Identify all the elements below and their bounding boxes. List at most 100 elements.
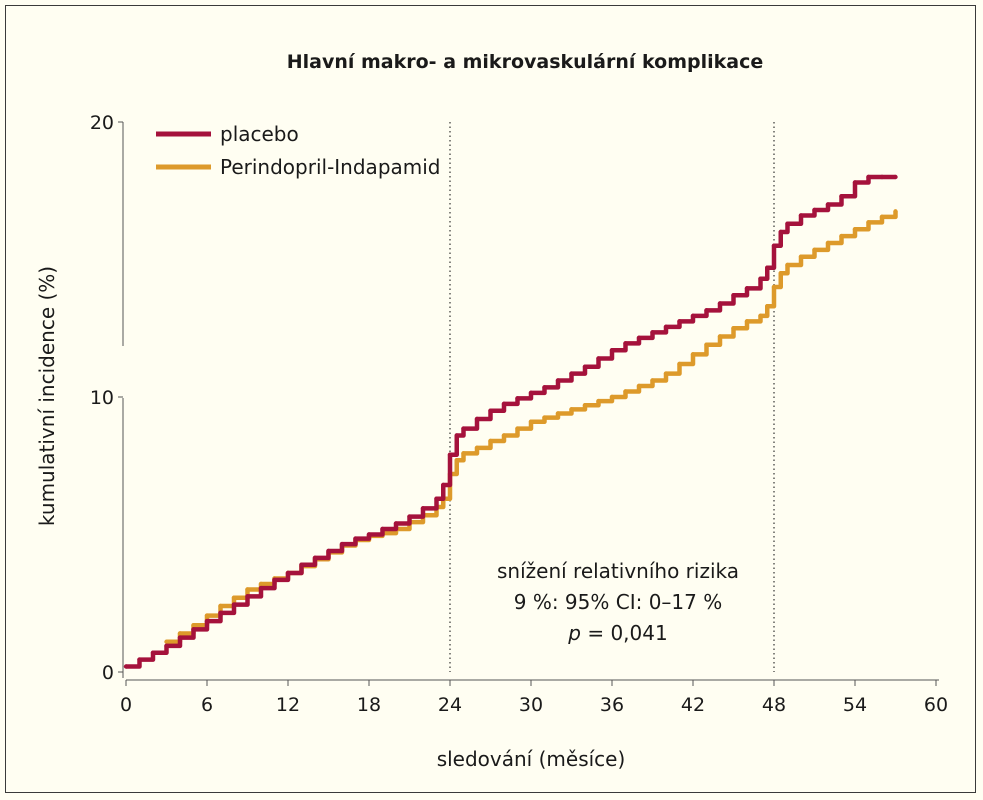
data-point-placebo xyxy=(245,594,250,599)
data-point-perindopril-indapamid xyxy=(474,445,480,451)
data-point-placebo xyxy=(164,643,169,649)
data-point-placebo xyxy=(488,408,493,413)
data-point-placebo xyxy=(407,514,412,519)
data-point-perindopril-indapamid xyxy=(663,371,669,376)
data-point-placebo xyxy=(353,536,358,541)
data-point-perindopril-indapamid xyxy=(555,411,561,416)
data-point-placebo xyxy=(812,207,817,213)
data-point-placebo xyxy=(636,335,642,341)
x-tick-label: 6 xyxy=(201,694,213,716)
data-point-placebo xyxy=(231,602,237,607)
x-tick-label: 42 xyxy=(681,694,705,716)
data-point-placebo xyxy=(704,308,709,313)
data-point-perindopril-indapamid xyxy=(258,581,264,587)
data-point-placebo xyxy=(798,213,804,218)
data-point-perindopril-indapamid xyxy=(164,639,169,644)
y-tick-label: 10 xyxy=(90,387,114,409)
data-point-perindopril-indapamid xyxy=(454,458,459,463)
data-point-perindopril-indapamid xyxy=(879,214,885,220)
legend-label: placebo xyxy=(220,122,299,146)
data-point-placebo xyxy=(380,526,385,532)
data-point-perindopril-indapamid xyxy=(765,304,770,309)
data-point-placebo xyxy=(731,293,736,298)
data-point-placebo xyxy=(785,221,790,226)
data-point-placebo xyxy=(474,416,480,422)
legend-label: Perindopril-Indapamid xyxy=(220,155,441,179)
data-point-perindopril-indapamid xyxy=(866,220,871,225)
x-axis-label: sledování (měsíce) xyxy=(437,747,626,771)
x-tick-label: 0 xyxy=(120,694,132,716)
data-point-perindopril-indapamid xyxy=(542,415,547,420)
series-line-placebo xyxy=(126,174,896,669)
data-point-perindopril-indapamid xyxy=(461,451,466,456)
data-point-placebo xyxy=(461,426,466,431)
data-point-placebo xyxy=(758,276,763,281)
data-point-placebo xyxy=(778,229,783,235)
y-axis-label: kumulativní incidence (%) xyxy=(35,266,59,526)
data-point-perindopril-indapamid xyxy=(623,389,628,394)
data-point-placebo xyxy=(542,385,547,390)
data-point-placebo xyxy=(839,194,844,199)
series-layer xyxy=(123,174,898,669)
annotation: snížení relativního rizika 9 %: 95% CI: … xyxy=(497,559,739,645)
data-point-placebo xyxy=(123,664,129,669)
data-point-perindopril-indapamid xyxy=(771,284,777,290)
data-point-perindopril-indapamid xyxy=(569,407,574,412)
data-point-placebo xyxy=(420,506,426,511)
data-point-placebo xyxy=(825,202,831,207)
data-point-perindopril-indapamid xyxy=(596,398,601,404)
data-point-placebo xyxy=(177,635,183,640)
data-point-placebo xyxy=(555,378,561,383)
data-point-perindopril-indapamid xyxy=(488,438,493,444)
x-tick-label: 24 xyxy=(438,694,462,716)
data-point-placebo xyxy=(191,627,196,632)
data-point-perindopril-indapamid xyxy=(778,271,783,276)
annotation-line-1: snížení relativního rizika xyxy=(497,559,739,583)
data-point-placebo xyxy=(447,452,453,457)
data-point-placebo xyxy=(677,319,682,324)
data-point-placebo xyxy=(879,174,885,180)
data-point-perindopril-indapamid xyxy=(515,426,520,431)
annotation-p-value: = 0,041 xyxy=(581,621,668,645)
legend: placebo Perindopril-Indapamid xyxy=(156,122,441,179)
x-tick-label: 36 xyxy=(600,694,624,716)
data-point-placebo xyxy=(569,371,574,376)
data-point-placebo xyxy=(866,174,871,180)
annotation-line-2: 9 %: 95% CI: 0–17 % xyxy=(514,590,723,614)
data-point-placebo xyxy=(204,618,210,624)
data-point-perindopril-indapamid xyxy=(704,342,709,347)
data-point-perindopril-indapamid xyxy=(758,313,763,319)
data-point-placebo xyxy=(771,243,777,248)
data-point-placebo xyxy=(454,433,459,438)
data-point-perindopril-indapamid xyxy=(677,361,682,367)
data-point-placebo xyxy=(596,356,601,361)
data-point-perindopril-indapamid xyxy=(528,419,534,424)
y-tick-label: 0 xyxy=(102,662,114,684)
annotation-line-3: p = 0,041 xyxy=(567,621,667,645)
x-tick-label: 18 xyxy=(357,694,381,716)
data-point-placebo xyxy=(339,541,345,547)
data-point-perindopril-indapamid xyxy=(744,319,750,324)
data-point-perindopril-indapamid xyxy=(636,383,642,389)
data-point-placebo xyxy=(434,496,439,501)
data-point-placebo xyxy=(393,521,399,526)
data-point-perindopril-indapamid xyxy=(812,247,817,253)
data-point-placebo xyxy=(582,364,588,369)
data-point-placebo xyxy=(765,265,770,270)
data-point-placebo xyxy=(744,286,750,291)
data-point-perindopril-indapamid xyxy=(731,326,736,331)
data-point-placebo xyxy=(852,180,858,185)
data-point-placebo xyxy=(150,650,156,655)
data-point-placebo xyxy=(285,570,291,576)
data-point-placebo xyxy=(717,301,723,306)
data-point-placebo xyxy=(137,657,142,662)
data-point-placebo xyxy=(272,577,277,583)
data-point-placebo xyxy=(258,585,264,591)
x-tick-label: 48 xyxy=(762,694,786,716)
data-point-perindopril-indapamid xyxy=(609,394,615,400)
y-tick-label: 20 xyxy=(90,112,114,134)
data-point-perindopril-indapamid xyxy=(650,378,655,383)
data-point-placebo xyxy=(893,174,898,180)
data-point-perindopril-indapamid xyxy=(191,623,196,628)
chart-svg: Hlavní makro- a mikrovaskulární komplika… xyxy=(35,51,948,771)
